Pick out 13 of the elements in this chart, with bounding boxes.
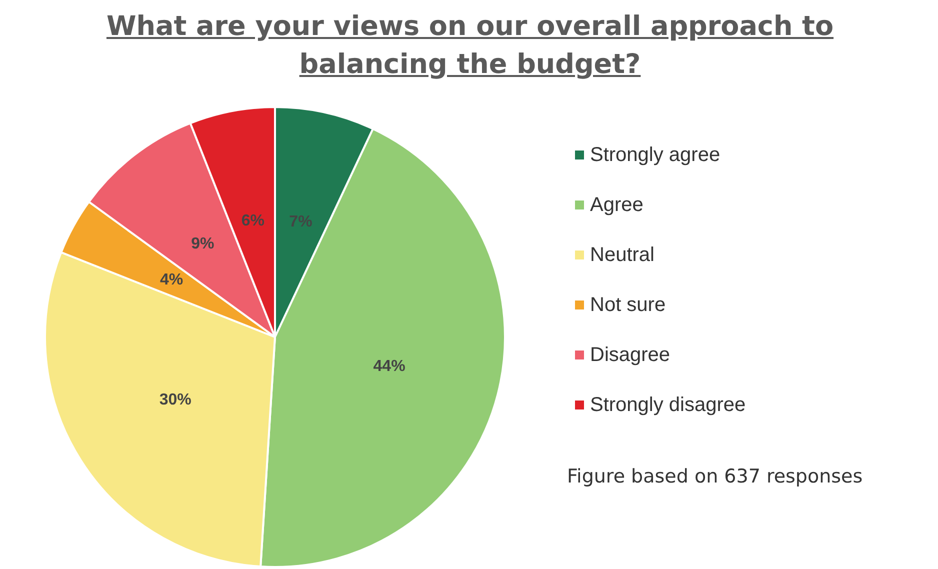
legend-label: Disagree [590,344,670,366]
legend-label: Strongly disagree [590,394,746,416]
legend-label: Agree [590,194,644,216]
chart-title: What are your views on our overall approach to balancing the budget? [105,10,835,82]
text: Figure based on 637 responses [567,466,863,488]
data-label: 44% [373,358,406,375]
legend-label: Strongly agree [590,144,720,166]
data-label: 4% [160,272,184,289]
legend-label: Neutral [590,244,654,266]
data-label: 6% [241,212,264,230]
legend-label: Not sure [590,294,666,316]
data-label: 30% [159,392,192,409]
data-label: 9% [191,235,214,252]
